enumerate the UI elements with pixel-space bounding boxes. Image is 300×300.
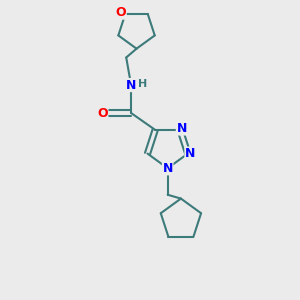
Text: H: H <box>138 79 147 88</box>
Text: O: O <box>97 106 108 119</box>
Text: N: N <box>163 162 173 175</box>
Text: N: N <box>126 79 136 92</box>
Text: O: O <box>116 6 126 19</box>
Text: N: N <box>176 122 187 135</box>
Text: N: N <box>185 147 195 160</box>
